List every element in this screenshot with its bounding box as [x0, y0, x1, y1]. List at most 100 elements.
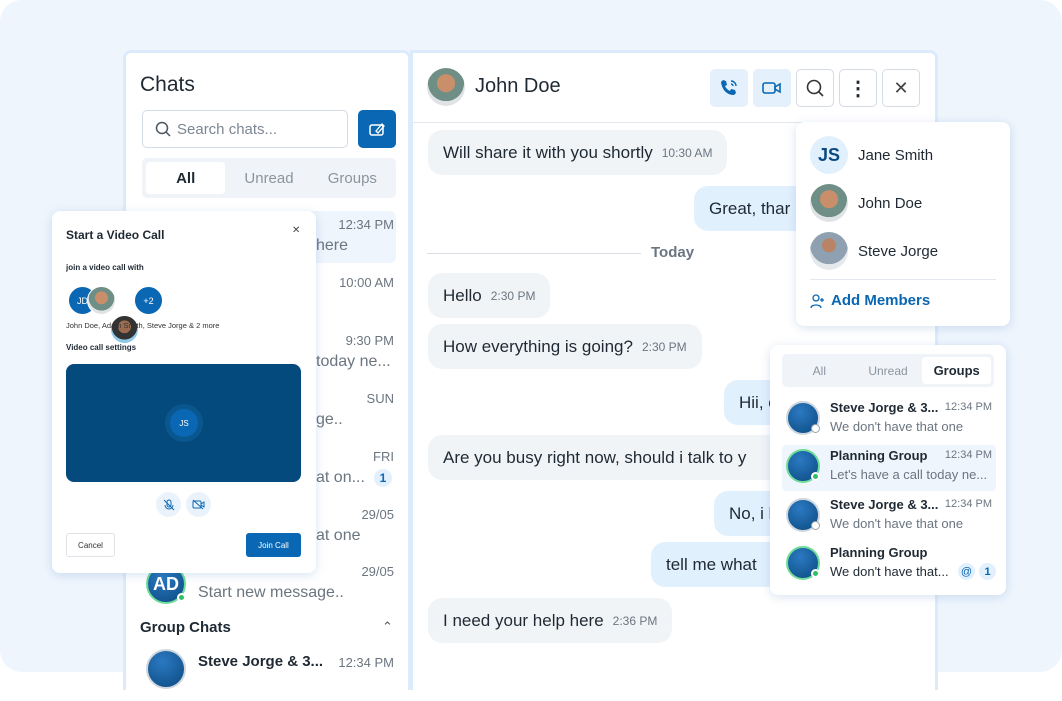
- group-chats-heading: Group Chats: [140, 619, 231, 636]
- member-name: John Doe: [858, 194, 923, 212]
- modal-title: Start a Video Call: [66, 228, 165, 242]
- chat-filter-tabs: All Unread Groups: [142, 158, 396, 198]
- item-time: FRI: [373, 449, 394, 464]
- group-item[interactable]: Planning Group 12:34 PM Let's have a call …: [782, 445, 996, 491]
- group-preview: We don't have that one: [830, 419, 964, 434]
- tab-groups[interactable]: Groups: [327, 169, 377, 187]
- message-incoming: Are you busy right now, should i talk to…: [428, 435, 808, 480]
- voice-call-button[interactable]: [710, 69, 748, 107]
- camera-off-button[interactable]: [186, 492, 211, 517]
- chat-list-item[interactable]: SUN ge..: [140, 385, 396, 437]
- more-participants-badge: +2: [134, 286, 163, 315]
- message-text: No, i l: [729, 503, 773, 523]
- item-time: 9:30 PM: [345, 333, 394, 348]
- item-time: 12:34 PM: [338, 217, 394, 232]
- mute-mic-button[interactable]: [156, 492, 181, 517]
- chat-list-item[interactable]: 29/05 at one: [140, 501, 396, 553]
- message-incoming: Will share it with you shortly 10:30 AM: [428, 130, 728, 175]
- member-name: Jane Smith: [858, 146, 934, 164]
- online-dot: [177, 593, 186, 602]
- offline-dot: [811, 424, 820, 433]
- add-user-icon: [810, 293, 824, 308]
- message-incoming: How everything is going? 2:30 PM: [428, 324, 702, 369]
- avatar: [810, 232, 848, 270]
- mic-off-icon: [163, 499, 174, 510]
- member-name: Steve Jorge: [858, 242, 939, 260]
- chat-list-item[interactable]: 10:00 AM: [140, 269, 396, 321]
- cancel-button[interactable]: Cancel: [66, 533, 115, 557]
- chat-list-item[interactable]: FRI at on... 1: [140, 443, 396, 495]
- preview-avatar-ring: JS: [165, 404, 203, 442]
- video-call-button[interactable]: [753, 69, 791, 107]
- search-button[interactable]: [796, 69, 834, 107]
- video-preview: JS: [66, 364, 301, 482]
- group-item[interactable]: Steve Jorge & 3... 12:34 PM We don't have …: [782, 397, 996, 443]
- item-preview: today ne...: [316, 353, 391, 370]
- group-avatar: [786, 449, 820, 483]
- tab-groups[interactable]: Groups: [922, 357, 992, 384]
- participants-list: John Doe, Adam Smith, Steve Jorge & 2 mo…: [66, 321, 220, 330]
- message-text: Great, thar: [709, 198, 791, 218]
- chats-title: Chats: [140, 73, 195, 96]
- close-button[interactable]: ✕: [882, 69, 920, 107]
- chat-list-item[interactable]: 9:30 PM today ne...: [140, 327, 396, 379]
- search-input[interactable]: Search chats...: [142, 110, 348, 148]
- unread-badge: 1: [374, 469, 392, 487]
- contact-avatar: [427, 68, 465, 106]
- more-options-button[interactable]: ⋮: [839, 69, 877, 107]
- collapse-chevron-icon[interactable]: ⌃: [382, 619, 393, 634]
- group-preview: Let's have a call today ne...: [830, 467, 988, 482]
- tab-unread[interactable]: Unread: [868, 363, 908, 378]
- close-icon: ✕: [893, 77, 909, 98]
- add-members-label: Add Members: [831, 292, 931, 309]
- item-time: SUN: [366, 391, 394, 406]
- chat-header: John Doe ⋮ ✕: [413, 53, 935, 123]
- member-item[interactable]: Steve Jorge: [810, 232, 938, 270]
- avatar: [810, 184, 848, 222]
- message-text: tell me what: [666, 554, 757, 574]
- group-avatar: [146, 649, 186, 689]
- video-camera-icon: [762, 82, 781, 94]
- group-preview: We don't have that one: [830, 516, 964, 531]
- tab-unread[interactable]: Unread: [244, 169, 294, 187]
- item-preview: ge..: [316, 411, 343, 428]
- date-divider-label: Today: [651, 244, 695, 261]
- message-text: Are you busy right now, should i talk to…: [443, 447, 747, 467]
- item-preview: at on...: [316, 469, 365, 486]
- tab-all[interactable]: All: [812, 363, 826, 378]
- compose-icon: [369, 123, 385, 136]
- online-dot: [811, 472, 820, 481]
- item-preview: Start new message..: [198, 584, 344, 601]
- member-item[interactable]: John Doe: [810, 184, 922, 222]
- group-preview: We don't have that...: [830, 564, 949, 579]
- group-name: Steve Jorge & 3...: [830, 497, 939, 512]
- item-preview: at one: [316, 527, 361, 544]
- group-name: Steve Jorge & 3...: [830, 400, 939, 415]
- group-avatar: [786, 401, 820, 435]
- group-avatar: [786, 546, 820, 580]
- offline-dot: [811, 521, 820, 530]
- message-incoming: I need your help here 2:36 PM: [428, 598, 673, 643]
- group-item[interactable]: Planning Group We don't have that... @1: [782, 542, 996, 588]
- group-item[interactable]: Steve Jorge & 3... 12:34 PM We don't have …: [782, 494, 996, 540]
- message-text: How everything is going?: [443, 336, 633, 356]
- item-preview: here: [316, 237, 349, 254]
- settings-label: Video call settings: [66, 343, 137, 352]
- video-call-modal: Start a Video Call ✕ join a video call w…: [52, 211, 316, 573]
- member-item[interactable]: JS Jane Smith: [810, 136, 933, 174]
- new-chat-button[interactable]: [358, 110, 396, 148]
- message-text: Hii, c: [739, 392, 777, 412]
- video-off-icon: [192, 499, 205, 510]
- item-name: Steve Jorge & 3...: [198, 653, 324, 670]
- close-icon[interactable]: ✕: [292, 225, 301, 236]
- item-time: 10:00 AM: [339, 275, 394, 290]
- message-time: 10:30 AM: [661, 145, 713, 160]
- group-name: Planning Group: [830, 448, 928, 463]
- group-time: 12:34 PM: [944, 498, 992, 510]
- message-text: Will share it with you shortly: [443, 142, 653, 162]
- add-members-button[interactable]: Add Members: [810, 292, 930, 309]
- tab-all[interactable]: All: [146, 162, 226, 194]
- join-call-button[interactable]: Join Call: [246, 533, 301, 557]
- group-list-item[interactable]: Steve Jorge & 3... 12:34 PM: [140, 649, 396, 701]
- search-icon: [806, 79, 824, 97]
